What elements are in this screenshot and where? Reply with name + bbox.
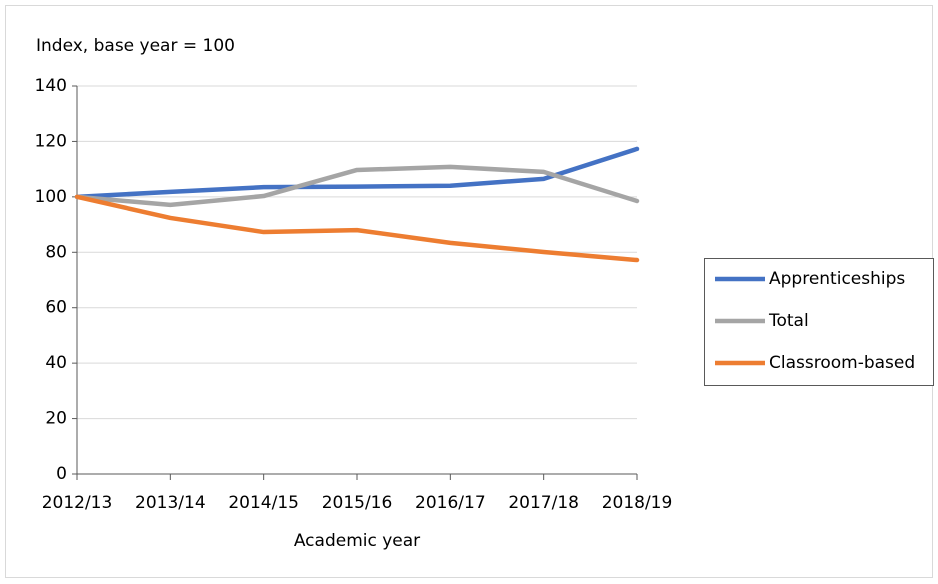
y-tick-label: 0	[56, 464, 67, 484]
x-tick-label: 2015/16	[322, 493, 393, 513]
series-line	[74, 194, 640, 263]
series-line	[74, 146, 640, 200]
y-tick-label: 80	[45, 242, 67, 262]
series-line	[74, 164, 640, 208]
y-tick-label: 60	[45, 298, 67, 318]
x-axis-title: Academic year	[294, 531, 420, 551]
x-tick-label: 2017/18	[508, 493, 579, 513]
x-tick-label: 2014/15	[228, 493, 299, 513]
x-tick-label: 2013/14	[135, 493, 206, 513]
legend-label: Total	[768, 311, 809, 331]
y-tick-label: 20	[45, 409, 67, 429]
x-tick-label: 2012/13	[42, 493, 113, 513]
x-tick-label: 2016/17	[415, 493, 486, 513]
y-tick-label: 140	[35, 76, 67, 96]
legend-label: Classroom-based	[769, 353, 915, 373]
y-tick-label: 120	[35, 131, 67, 151]
y-tick-label: 40	[45, 353, 67, 373]
x-tick-label: 2018/19	[602, 493, 673, 513]
chart-title: Index, base year = 100	[36, 36, 235, 56]
legend-label: Apprenticeships	[769, 269, 905, 289]
y-tick-label: 100	[35, 187, 67, 207]
